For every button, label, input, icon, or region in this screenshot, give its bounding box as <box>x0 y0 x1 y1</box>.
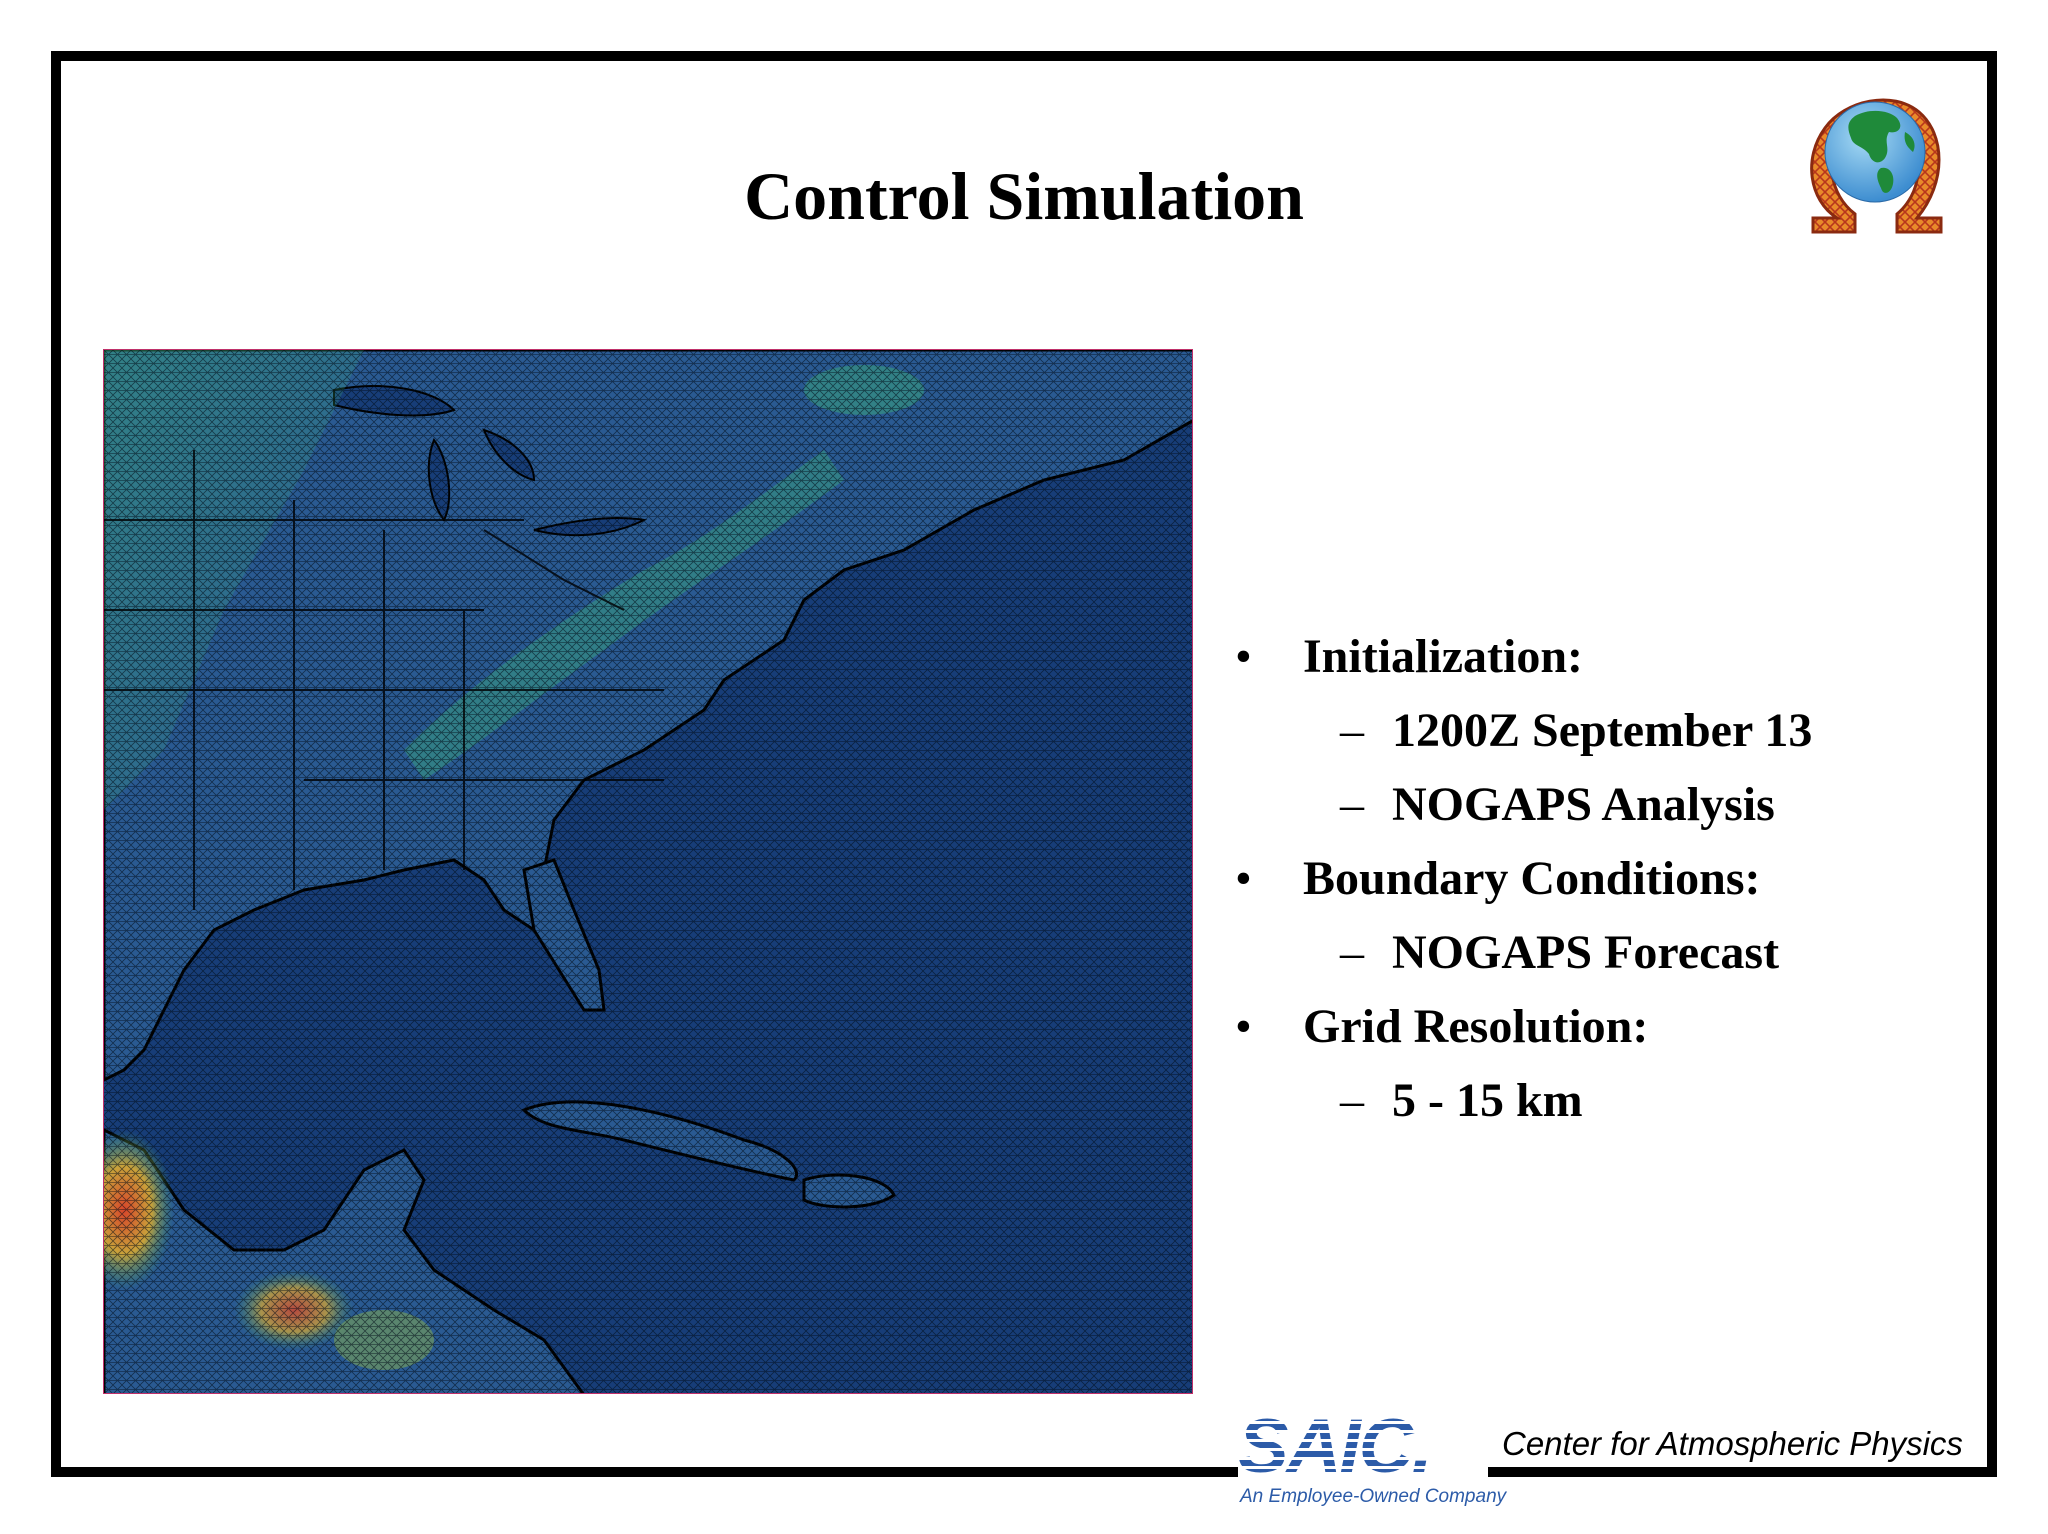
bullet-text: Grid Resolution: <box>1303 1000 1649 1053</box>
sub-bullet-text: 1200Z September 13 <box>1392 704 1813 757</box>
sub-bullet-marker: – <box>1340 1074 1364 1127</box>
sub-bullet-item: – 5 - 15 km <box>1235 1064 1995 1138</box>
slide-frame <box>51 51 1997 1477</box>
sub-bullet-text: NOGAPS Forecast <box>1392 926 1780 979</box>
sub-bullet-text: NOGAPS Analysis <box>1392 778 1775 831</box>
saic-tagline: An Employee-Owned Company <box>1240 1486 1507 1507</box>
bullet-text: Initialization: <box>1303 630 1584 683</box>
bullet-item: • Initialization: <box>1235 620 1995 694</box>
sub-bullet-item: – NOGAPS Forecast <box>1235 916 1995 990</box>
sub-bullet-marker: – <box>1340 778 1364 831</box>
sub-bullet-marker: – <box>1340 704 1364 757</box>
sub-bullet-marker: – <box>1340 926 1364 979</box>
bullet-item: • Boundary Conditions: <box>1235 842 1995 916</box>
bullet-marker: • <box>1235 852 1252 905</box>
footer-center-name: Center for Atmospheric Physics <box>1502 1425 1963 1462</box>
bullet-list: • Initialization: – 1200Z September 13 –… <box>1235 620 1995 1138</box>
bullet-marker: • <box>1235 1000 1252 1053</box>
omega-globe-icon <box>1785 82 1965 242</box>
slide-title: Control Simulation <box>744 158 1304 234</box>
bullet-text: Boundary Conditions: <box>1303 852 1761 905</box>
bullet-item: • Grid Resolution: <box>1235 990 1995 1064</box>
saic-logo-text: SAIC. <box>1238 1404 1433 1489</box>
saic-logo: SAIC. An Employee-Owned Company <box>1238 1404 1506 1511</box>
sub-bullet-item: – NOGAPS Analysis <box>1235 768 1995 842</box>
bullet-marker: • <box>1235 630 1252 683</box>
sub-bullet-text: 5 - 15 km <box>1392 1074 1583 1127</box>
simulation-grid-map <box>103 349 1193 1394</box>
sub-bullet-item: – 1200Z September 13 <box>1235 694 1995 768</box>
